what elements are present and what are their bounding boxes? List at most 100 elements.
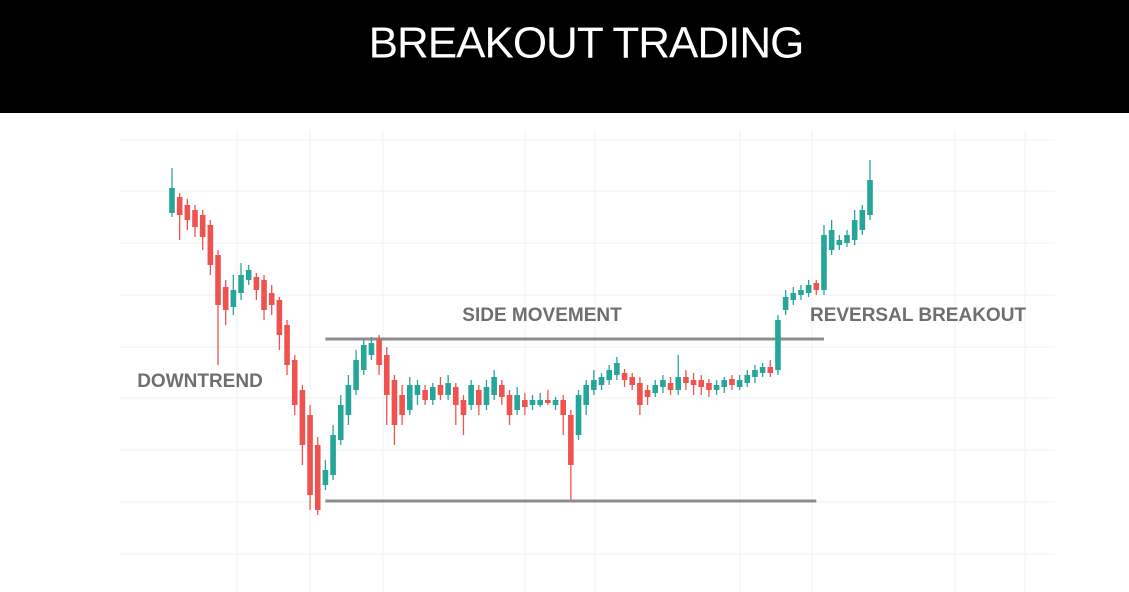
candle-body — [276, 300, 283, 335]
candle-body — [606, 370, 613, 380]
candle-body — [468, 385, 474, 405]
candle-body — [867, 180, 873, 215]
candle-body — [828, 230, 835, 250]
candle-body — [522, 400, 528, 407]
candle-body — [736, 380, 743, 387]
candle-body — [184, 205, 191, 220]
candle-body — [821, 235, 827, 290]
candle-body — [353, 360, 359, 390]
candle-body — [215, 255, 221, 305]
candle-body — [268, 293, 275, 305]
candle-body — [383, 355, 390, 395]
candle-body — [629, 377, 636, 385]
candle-body — [552, 400, 559, 405]
candle-body — [483, 387, 490, 405]
candle-body — [790, 293, 797, 300]
candle-body — [560, 400, 566, 415]
candle-body — [207, 225, 214, 265]
candle-body — [752, 370, 758, 377]
candle-body — [253, 277, 260, 290]
candle-body — [568, 415, 574, 465]
candle-body — [261, 280, 267, 310]
candle-body — [414, 385, 421, 395]
candle-body — [652, 385, 659, 393]
candle-body — [667, 383, 674, 390]
candle-body — [307, 415, 313, 495]
candle-body — [660, 380, 666, 387]
candle-body — [713, 385, 720, 390]
candle-body — [476, 390, 482, 405]
candle-body — [859, 210, 866, 230]
candle-body — [422, 390, 428, 400]
candle-body — [782, 297, 789, 310]
candle-body — [299, 390, 306, 445]
candle-body — [706, 383, 712, 390]
candle-body — [368, 343, 375, 355]
candle-body — [238, 275, 244, 293]
candle-body — [445, 383, 451, 395]
candle-body — [169, 188, 175, 213]
candle-body — [591, 380, 597, 390]
candle-body — [775, 320, 781, 370]
background-grid — [120, 130, 1055, 592]
candle-body — [284, 325, 290, 365]
candle-body — [767, 367, 774, 373]
candle-body — [621, 373, 628, 380]
candle-body — [583, 385, 589, 405]
candle-body — [176, 197, 183, 215]
annotation: REVERSAL BREAKOUT — [810, 305, 1026, 326]
candle-body — [683, 377, 689, 383]
candle-body — [314, 445, 321, 510]
candle-body — [506, 395, 513, 415]
candle-body — [437, 385, 444, 395]
candle-body — [721, 380, 728, 387]
candle-body — [330, 435, 336, 475]
candle-body — [675, 377, 682, 390]
candle-body — [759, 367, 766, 373]
annotation: DOWNTREND — [137, 371, 263, 392]
candle-body — [844, 235, 850, 243]
candle-body — [537, 400, 543, 405]
chart-title: BREAKOUT TRADING — [369, 19, 804, 68]
candle-body — [345, 385, 352, 415]
candle-body — [529, 400, 536, 405]
candle-body — [575, 395, 582, 435]
candle-body — [360, 345, 367, 370]
candle-body — [805, 285, 812, 293]
candle-body — [545, 400, 551, 403]
candle-body — [199, 215, 206, 237]
candle-body — [376, 340, 382, 365]
candle-body — [399, 395, 405, 415]
candle-body — [406, 385, 413, 410]
candle-body — [637, 383, 643, 405]
candle-body — [813, 283, 820, 290]
candle-body — [245, 270, 252, 280]
candle-body — [744, 375, 751, 383]
candle-body — [192, 210, 198, 227]
candle-body — [851, 220, 858, 240]
candle-body — [322, 470, 329, 485]
candle-body — [644, 390, 651, 397]
candle-body — [836, 240, 843, 245]
candle-body — [614, 363, 620, 375]
candle-body — [798, 290, 804, 295]
title-bar — [0, 0, 1129, 113]
candle-body — [499, 385, 505, 397]
candle-body — [690, 380, 697, 385]
candle-body — [429, 387, 436, 400]
candle-body — [698, 380, 705, 387]
candle-body — [291, 360, 298, 405]
candle-body — [230, 290, 237, 307]
annotation: SIDE MOVEMENT — [462, 305, 622, 326]
candle-body — [337, 405, 344, 440]
candle-body — [729, 379, 735, 385]
candle-body — [491, 377, 497, 395]
candle-body — [514, 395, 520, 410]
candle-body — [391, 380, 398, 425]
candle-body — [222, 287, 229, 310]
candle-body — [460, 400, 467, 415]
candle-body — [598, 377, 605, 385]
candle-body — [453, 387, 459, 405]
